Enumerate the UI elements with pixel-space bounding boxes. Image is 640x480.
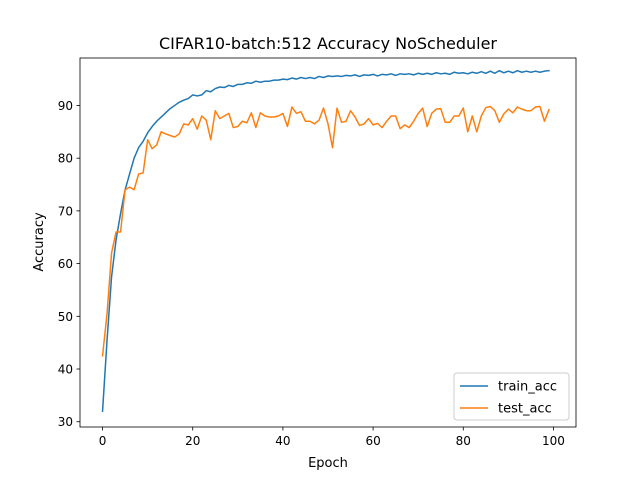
y-tick-label: 50 — [58, 310, 73, 324]
chart-title: CIFAR10-batch:512 Accuracy NoScheduler — [159, 34, 497, 53]
series-line-test_acc — [101, 105, 550, 357]
y-tick-label: 80 — [58, 152, 73, 166]
legend-label-test_acc: test_acc — [498, 402, 552, 417]
x-tick-label: 0 — [99, 434, 107, 448]
y-tick-label: 30 — [58, 415, 73, 429]
y-tick-label: 60 — [58, 257, 73, 271]
series-line-train_acc — [101, 69, 550, 412]
x-axis-label: Epoch — [308, 456, 348, 471]
x-tick-label: 80 — [456, 434, 471, 448]
x-tick-label: 60 — [365, 434, 380, 448]
axes: 0 20 40 60 80 100 30 40 50 60 70 80 90 — [58, 57, 577, 448]
x-tick-label: 40 — [275, 434, 290, 448]
plot-area — [101, 69, 550, 412]
y-tick-label: 90 — [58, 99, 73, 113]
x-tick-label: 100 — [542, 434, 565, 448]
legend: train_acc test_acc — [453, 372, 570, 421]
x-tick-label: 20 — [185, 434, 200, 448]
legend-label-train_acc: train_acc — [498, 380, 557, 395]
y-tick-label: 40 — [58, 363, 73, 377]
axes-frame — [79, 57, 577, 428]
y-axis-label: Accuracy — [32, 212, 47, 272]
y-tick-label: 70 — [58, 204, 73, 218]
